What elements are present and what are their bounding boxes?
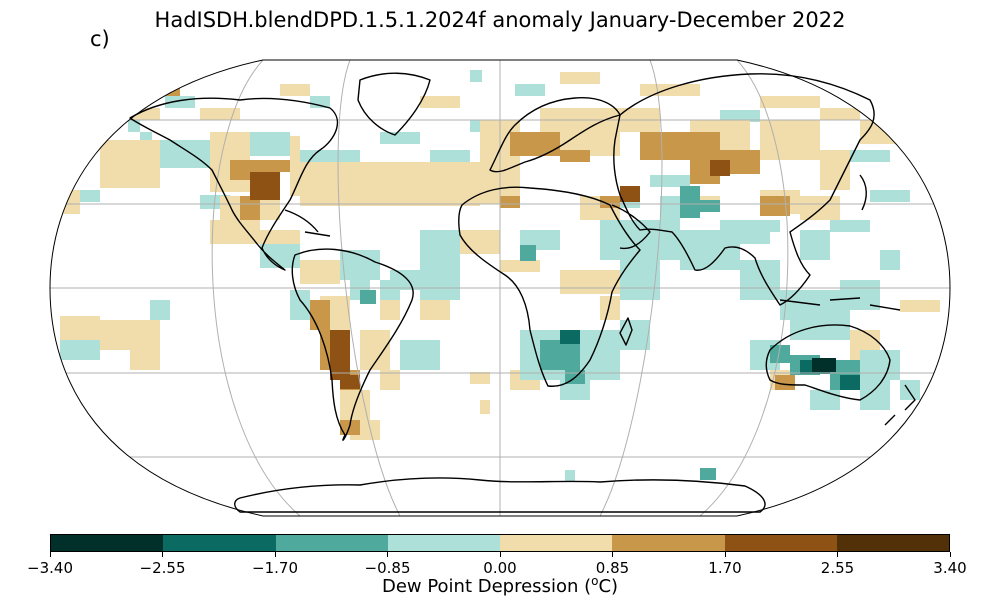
panel-label: c) xyxy=(90,27,110,51)
colorbar-tick-label: −3.40 xyxy=(27,559,73,577)
colorbar-tick xyxy=(724,552,726,557)
colorbar xyxy=(50,534,950,552)
colorbar-tick xyxy=(612,552,613,557)
colorbar-tick xyxy=(499,552,501,557)
colorbar-label-unit: C) xyxy=(598,576,619,597)
colorbar-tick-label: 0.85 xyxy=(595,559,630,577)
colorbar-tick xyxy=(49,552,51,557)
colorbar-tick-label: 0.00 xyxy=(483,559,517,577)
colorbar-tick xyxy=(949,552,951,557)
colorbar-tick xyxy=(274,552,276,557)
colorbar-label: Dew Point Depression (oC) xyxy=(0,574,1000,597)
colorbar-segment xyxy=(724,535,837,551)
colorbar-segment xyxy=(836,535,949,551)
colorbar-label-unit-superscript: o xyxy=(591,574,599,588)
colorbar-tick xyxy=(387,552,388,557)
colorbar-segment xyxy=(500,535,613,551)
colorbar-segment xyxy=(612,535,725,551)
colorbar-tick-label: −0.85 xyxy=(364,559,411,577)
colorbar-label-text: Dew Point Depression ( xyxy=(381,576,592,597)
colorbar-tick-label: 2.55 xyxy=(820,559,855,577)
colorbar-segment xyxy=(275,535,388,551)
colorbar-segment xyxy=(163,535,276,551)
colorbar-tick-label: −1.70 xyxy=(252,559,298,577)
colorbar-tick-label: 3.40 xyxy=(933,559,967,577)
colorbar-tick-label: −2.55 xyxy=(139,559,186,577)
colorbar-tick xyxy=(162,552,163,557)
world-map xyxy=(49,59,951,517)
map-boundary xyxy=(49,59,951,517)
colorbar-segment xyxy=(387,535,500,551)
colorbar-tick-label: 1.70 xyxy=(708,559,742,577)
colorbar-tick xyxy=(837,552,838,557)
anomaly-grid-cells xyxy=(60,70,940,482)
map-title: HadISDH.blendDPD.1.5.1.2024f anomaly Jan… xyxy=(154,8,846,32)
colorbar-segment xyxy=(51,535,164,551)
